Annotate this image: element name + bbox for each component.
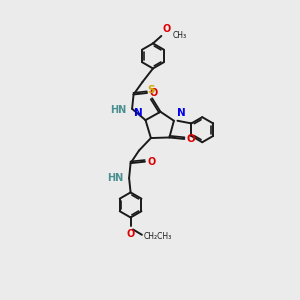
Text: N: N (134, 108, 142, 118)
Text: CH₂CH₃: CH₂CH₃ (143, 232, 172, 241)
Text: O: O (147, 157, 156, 166)
Text: O: O (187, 134, 196, 144)
Text: CH₃: CH₃ (172, 32, 187, 40)
Text: O: O (127, 229, 135, 239)
Text: O: O (149, 88, 158, 98)
Text: HN: HN (107, 173, 124, 183)
Text: S: S (147, 85, 154, 95)
Text: N: N (177, 108, 186, 118)
Text: O: O (163, 23, 171, 34)
Text: HN: HN (110, 105, 127, 115)
